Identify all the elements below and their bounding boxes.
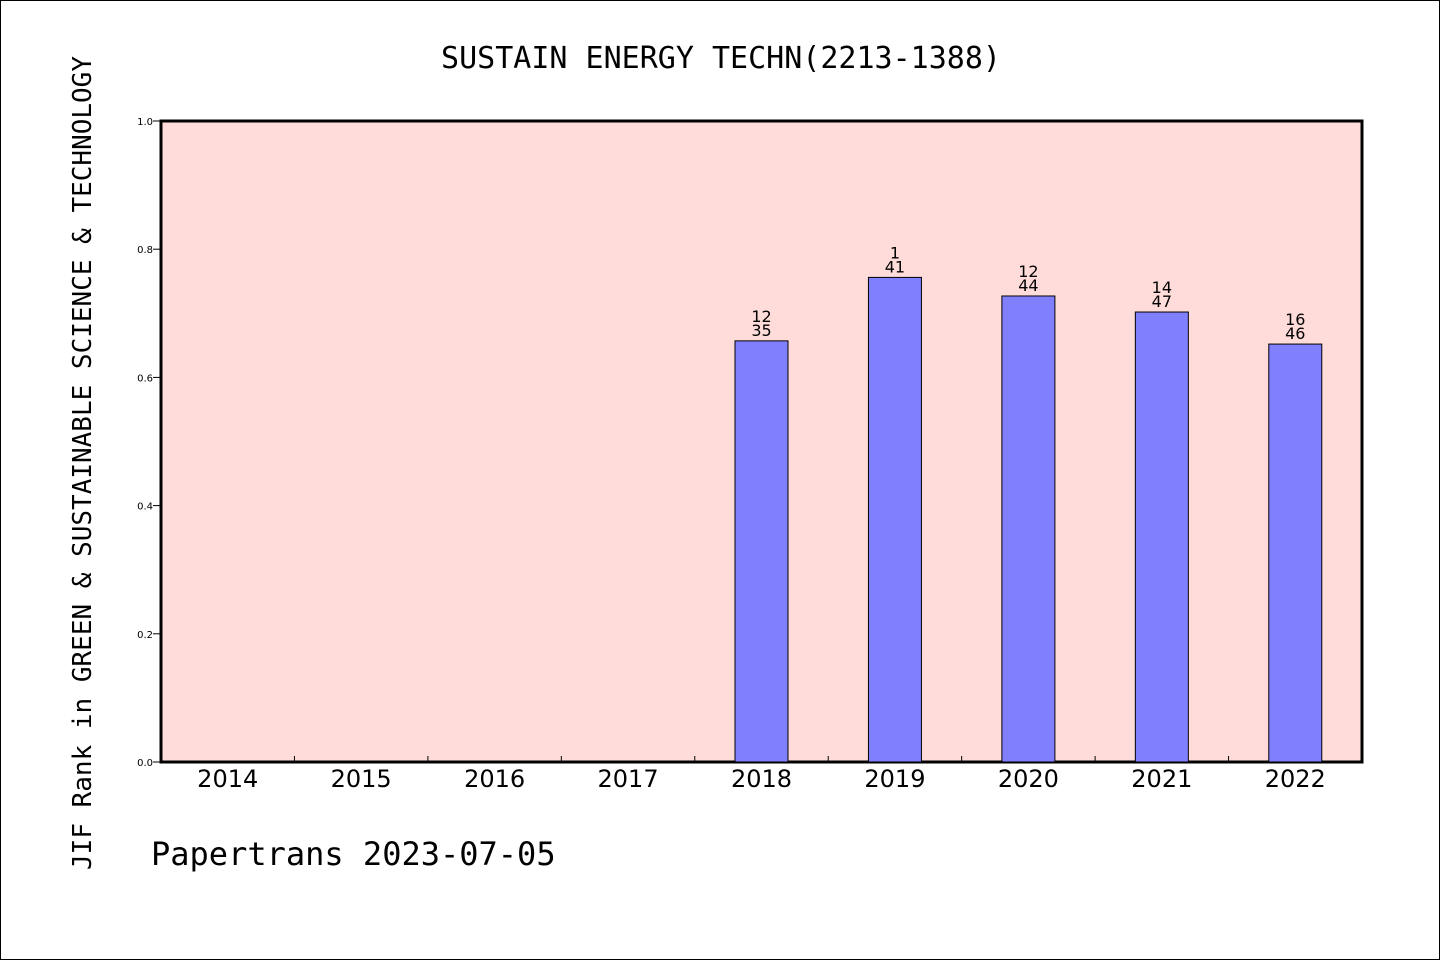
bar-rank-label: 12 (751, 307, 771, 326)
y-tick-label: 0.8 (137, 245, 153, 256)
x-tick-label: 2016 (464, 765, 525, 793)
bar-total-label: 47 (1152, 292, 1172, 311)
y-tick-label: 0.6 (137, 373, 153, 384)
x-axis-ticks: 2014 2015 2016 2017 2018 2019 2020 2021 2022 (197, 756, 1326, 793)
y-axis-ticks: 0.0 0.2 0.4 0.6 0.8 1.0 (137, 117, 161, 769)
x-tick-label: 2014 (197, 765, 258, 793)
bars (734, 276, 1323, 763)
x-tick-label: 2019 (864, 765, 925, 793)
chart-title: SUSTAIN ENERGY TECHN(2213-1388) (441, 41, 1001, 76)
bar-2020 (1001, 295, 1056, 763)
bar-total-label: 41 (885, 257, 905, 276)
bar-total-label: 35 (751, 321, 771, 340)
bar-rank-label: 16 (1285, 310, 1305, 329)
x-tick-label: 2015 (331, 765, 392, 793)
bar-2021 (1134, 311, 1189, 763)
x-tick-label: 2018 (731, 765, 792, 793)
bar-2022 (1268, 343, 1323, 763)
x-tick-label: 2022 (1265, 765, 1326, 793)
footer-credit: Papertrans 2023-07-05 (151, 835, 556, 873)
y-tick-label: 0.0 (137, 758, 153, 769)
y-axis-label: JIF Rank in GREEN & SUSTAINABLE SCIENCE … (68, 56, 98, 870)
bar-2018 (734, 340, 789, 763)
bar-2019 (867, 276, 922, 763)
bar-total-label: 46 (1285, 324, 1305, 343)
x-tick-label: 2021 (1131, 765, 1192, 793)
y-tick-label: 0.2 (137, 630, 153, 641)
y-tick-label: 1.0 (137, 117, 153, 128)
bar-total-label: 44 (1018, 276, 1038, 295)
bar-rank-label: 1 (890, 243, 900, 262)
bar-rank-label: 12 (1018, 262, 1038, 281)
x-tick-label: 2017 (598, 765, 659, 793)
x-tick-label: 2020 (998, 765, 1059, 793)
bar-rank-label: 14 (1152, 278, 1172, 297)
y-tick-label: 0.4 (137, 502, 153, 513)
